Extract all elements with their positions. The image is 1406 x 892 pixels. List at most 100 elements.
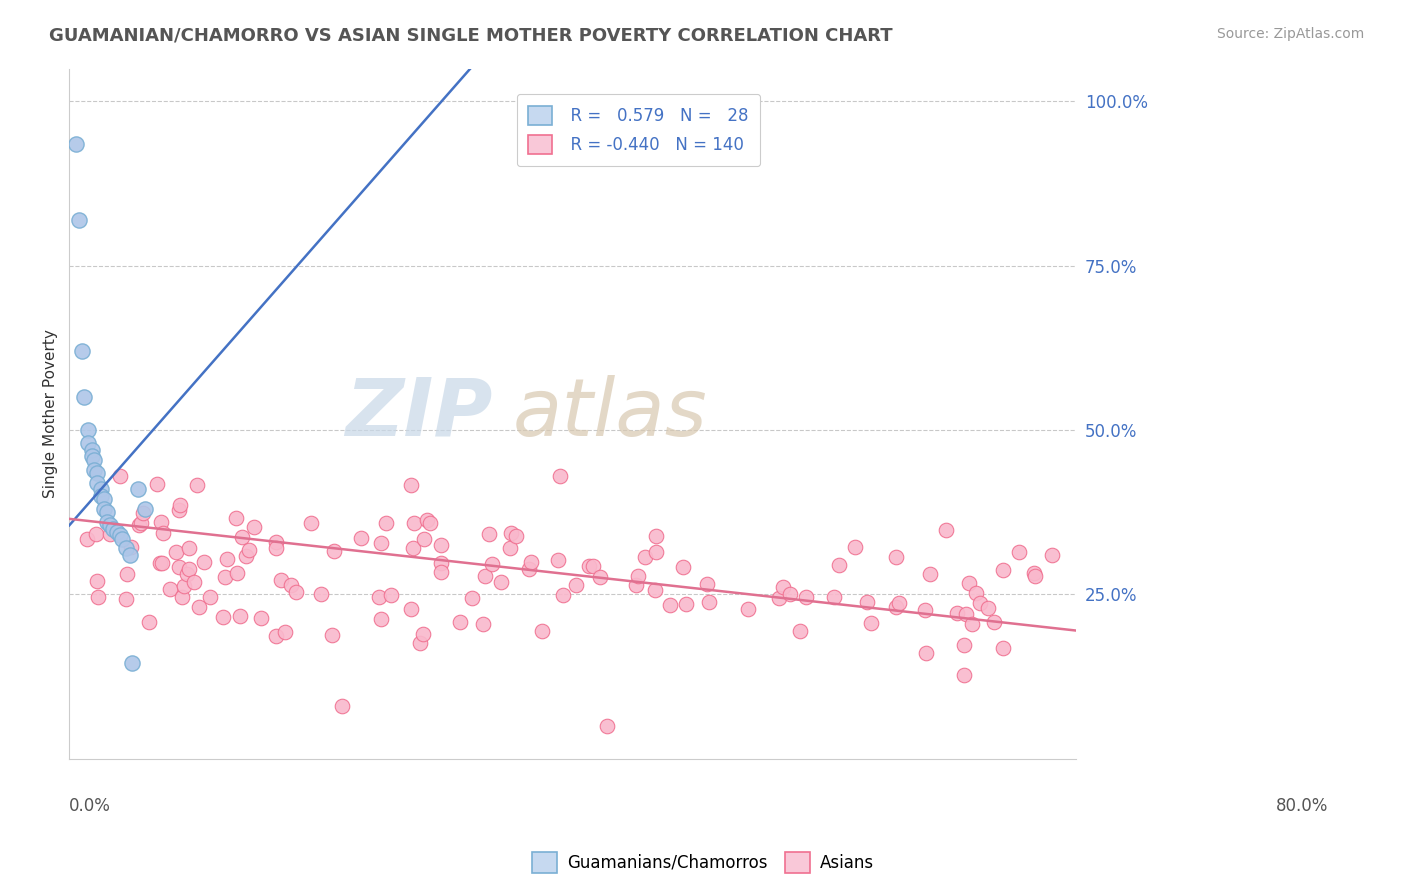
Point (644, 545, 666, 559)
Point (409, 635, 432, 649)
Point (225, 566, 247, 581)
Point (696, 576, 718, 591)
Point (134, 502, 156, 516)
Point (170, 591, 193, 605)
Point (412, 627, 434, 641)
Point (321, 628, 343, 642)
Point (644, 583, 666, 598)
Point (229, 608, 252, 623)
Point (399, 602, 422, 616)
Point (565, 578, 588, 592)
Point (167, 560, 190, 574)
Point (73, 390, 96, 404)
Point (953, 638, 976, 652)
Point (550, 469, 572, 483)
Point (884, 600, 907, 615)
Point (115, 541, 138, 556)
Point (322, 544, 344, 558)
Point (65, 137, 87, 152)
Point (169, 499, 191, 513)
Point (402, 541, 425, 555)
Point (1040, 548, 1063, 562)
Point (280, 578, 302, 592)
Point (67, 212, 90, 227)
Point (90, 482, 112, 496)
Point (108, 528, 131, 542)
Point (914, 603, 936, 617)
Point (238, 542, 260, 557)
Point (499, 541, 522, 555)
Point (478, 526, 501, 541)
Point (87, 590, 110, 604)
Point (83, 452, 105, 467)
Point (915, 646, 938, 660)
Point (634, 550, 657, 565)
Point (177, 541, 200, 556)
Point (959, 575, 981, 590)
Point (960, 616, 983, 631)
Point (399, 478, 422, 492)
Point (553, 588, 575, 602)
Point (128, 518, 150, 533)
Point (413, 532, 436, 546)
Point (146, 477, 169, 491)
Point (103, 522, 125, 536)
Point (953, 667, 976, 681)
Point (274, 624, 297, 639)
Point (991, 563, 1014, 577)
Point (402, 516, 425, 530)
Point (589, 570, 612, 584)
Point (768, 591, 790, 605)
Point (150, 556, 173, 570)
Point (935, 523, 957, 537)
Point (90, 489, 112, 503)
Point (114, 591, 136, 606)
Point (83, 462, 105, 476)
Point (177, 562, 200, 576)
Point (84, 526, 107, 541)
Point (675, 597, 697, 611)
Point (138, 615, 160, 629)
Point (779, 586, 801, 600)
Point (460, 591, 482, 605)
Text: ZIP: ZIP (344, 375, 492, 452)
Point (772, 580, 794, 594)
Point (150, 515, 173, 529)
Point (299, 516, 322, 530)
Text: GUAMANIAN/CHAMORRO VS ASIAN SINGLE MOTHER POVERTY CORRELATION CHART: GUAMANIAN/CHAMORRO VS ASIAN SINGLE MOTHE… (49, 27, 893, 45)
Point (186, 478, 208, 492)
Point (737, 602, 759, 616)
Point (217, 551, 239, 566)
Point (86, 574, 108, 589)
Point (243, 519, 266, 533)
Point (1022, 566, 1045, 580)
Point (370, 612, 392, 626)
Point (127, 482, 149, 496)
Point (86, 475, 108, 490)
Point (183, 574, 205, 589)
Point (211, 610, 233, 624)
Point (250, 611, 273, 625)
Point (214, 569, 236, 583)
Point (471, 617, 494, 632)
Point (70, 344, 93, 359)
Point (856, 594, 879, 608)
Point (415, 512, 437, 526)
Point (672, 560, 695, 574)
Point (789, 624, 811, 638)
Point (501, 525, 523, 540)
Point (120, 540, 142, 554)
Point (578, 559, 600, 574)
Text: 0.0%: 0.0% (69, 797, 111, 814)
Point (823, 590, 845, 604)
Point (266, 541, 288, 555)
Point (380, 588, 402, 602)
Text: Source: ZipAtlas.com: Source: ZipAtlas.com (1216, 27, 1364, 41)
Point (264, 535, 287, 549)
Point (624, 578, 647, 592)
Point (530, 624, 553, 639)
Point (110, 469, 132, 483)
Point (98, 518, 121, 533)
Point (129, 516, 152, 530)
Point (93, 492, 115, 507)
